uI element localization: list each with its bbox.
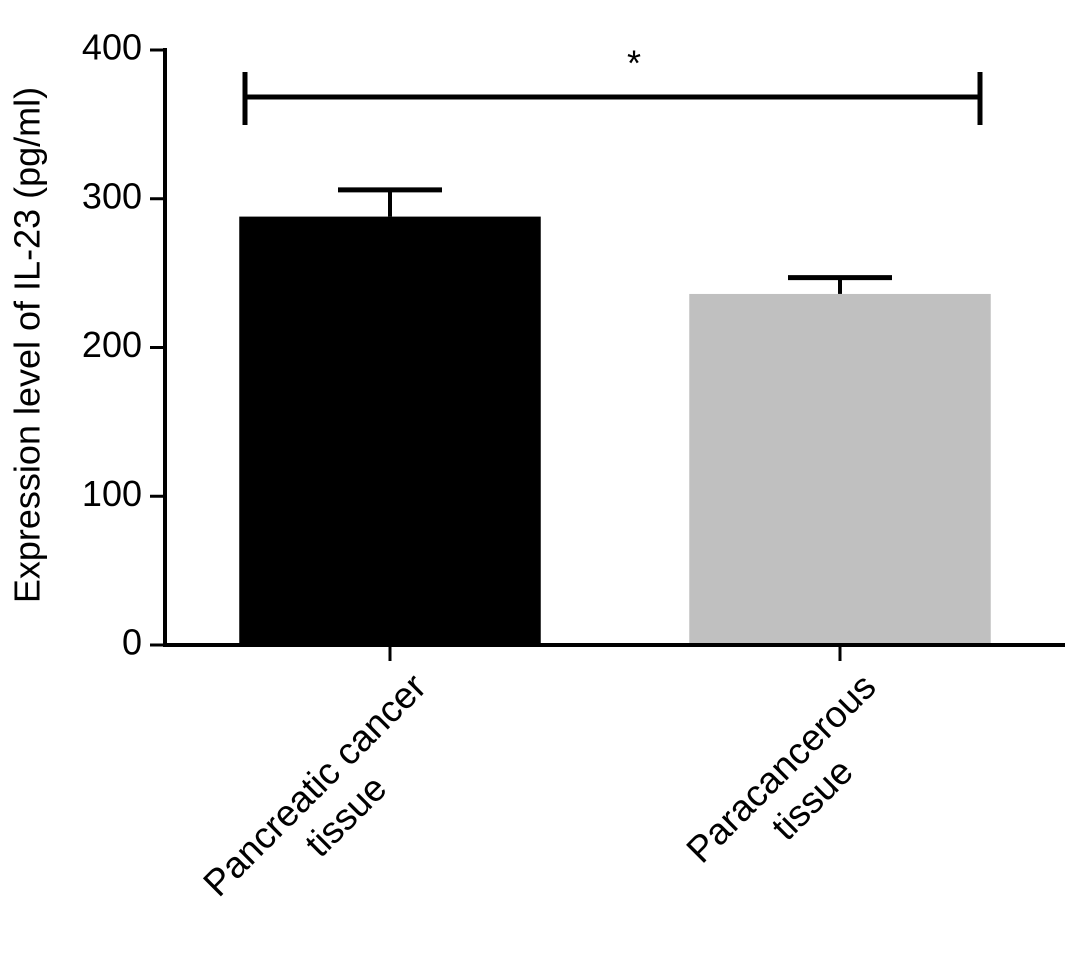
- y-tick-label: 0: [122, 622, 142, 663]
- significance-marker: *: [627, 43, 641, 84]
- bar: [689, 293, 991, 645]
- y-tick-label: 100: [82, 473, 142, 514]
- bar: [239, 216, 541, 645]
- y-tick-label: 200: [82, 324, 142, 365]
- significance-bracket: [242, 72, 983, 125]
- y-axis-title: Expression level of IL-23 (pg/ml): [7, 87, 48, 603]
- y-tick-label: 400: [82, 27, 142, 68]
- y-tick-label: 300: [82, 175, 142, 216]
